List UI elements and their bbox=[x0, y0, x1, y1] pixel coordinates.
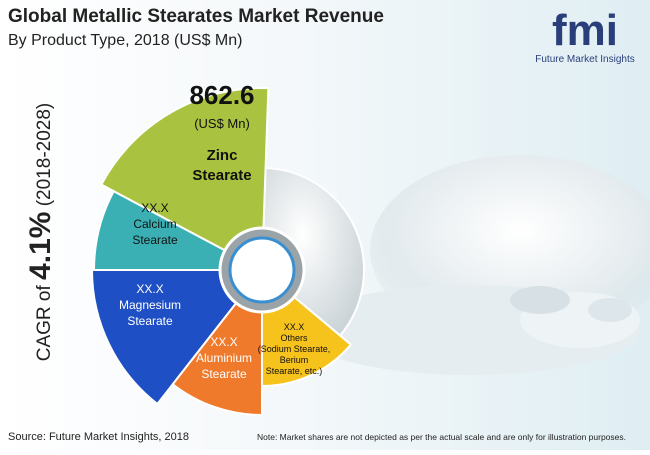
segment-label: (Sodium Stearate, bbox=[258, 344, 331, 354]
center-ring-inner bbox=[228, 236, 296, 304]
segment-label: XX.X bbox=[136, 282, 163, 296]
segment-label: Stearate, etc.) bbox=[266, 366, 323, 376]
cagr-label: CAGR of 4.1% (2018-2028) bbox=[24, 103, 57, 362]
powder-image bbox=[300, 155, 650, 375]
segment-label: Stearate bbox=[192, 167, 251, 184]
segment-label: (US$ Mn) bbox=[194, 116, 250, 131]
segments: 862.6 (US$ Mn) Zinc Stearate XX.X Calcium Stea… bbox=[90, 80, 365, 417]
title: Global Metallic Stearates Market Revenue bbox=[8, 6, 384, 27]
note: Note: Market shares are not depicted as … bbox=[257, 432, 626, 442]
segment-label: XX.X bbox=[284, 322, 305, 332]
segment-label: Zinc bbox=[207, 147, 238, 164]
segment-label: Calcium bbox=[133, 217, 176, 231]
segment-label: Stearate bbox=[132, 233, 178, 247]
segment bbox=[90, 269, 265, 406]
segment-label: Others bbox=[280, 333, 308, 343]
segment-label: 862.6 bbox=[189, 80, 254, 110]
source: Source: Future Market Insights, 2018 bbox=[8, 431, 189, 443]
segment-label: Aluminium bbox=[196, 351, 252, 365]
segment-label: XX.X bbox=[210, 335, 237, 349]
logo-mark: fmi bbox=[552, 6, 618, 55]
segment-label: XX.X bbox=[141, 201, 168, 215]
photo-disk bbox=[260, 167, 365, 337]
segment-label: Stearate bbox=[201, 367, 247, 381]
segment bbox=[99, 87, 270, 272]
cagr-prefix: CAGR of bbox=[34, 285, 55, 362]
segment-label: Stearate bbox=[127, 314, 173, 328]
cagr-period: (2018-2028) bbox=[34, 103, 55, 207]
cagr-value: 4.1% bbox=[24, 212, 57, 280]
logo: fmi Future Market Insights bbox=[535, 6, 634, 65]
segment-label: Berium bbox=[280, 355, 309, 365]
logo-tagline: Future Market Insights bbox=[535, 54, 634, 65]
subtitle: By Product Type, 2018 (US$ Mn) bbox=[8, 32, 242, 49]
segment-label: Magnesium bbox=[119, 298, 181, 312]
